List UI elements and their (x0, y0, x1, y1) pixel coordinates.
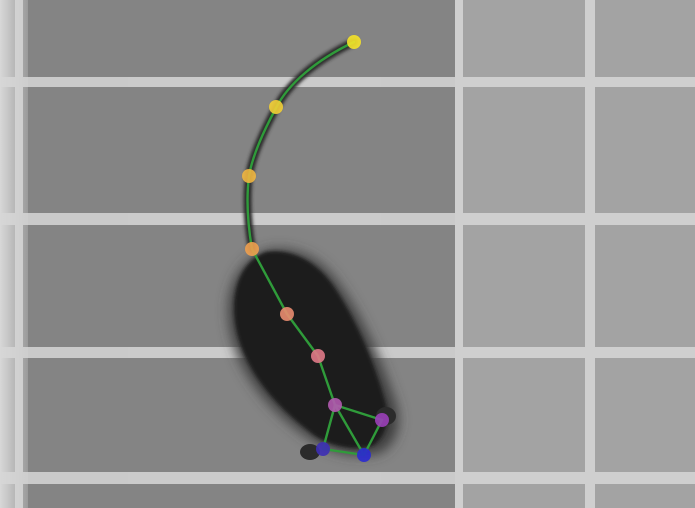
skeleton-edge-spine-2 (285, 312, 320, 358)
skeleton-edge-neck-right (333, 403, 384, 422)
keypoint-nose (357, 448, 371, 462)
skeleton-edge-neck-nose (333, 403, 366, 457)
skeleton-edge-tail (246, 40, 356, 251)
mouse-body (234, 251, 388, 449)
keypoint-tail-2 (242, 169, 256, 183)
skeleton-edge-spine-3 (316, 354, 337, 407)
keypoint-ear-left (316, 442, 330, 456)
keypoint-tail-base (245, 242, 259, 256)
keypoint-neck (328, 398, 342, 412)
keypoint-tail-tip (347, 35, 361, 49)
mouse-ear-left-shape (300, 444, 320, 460)
floor-left-edge (0, 0, 28, 508)
keypoint-ear-right (375, 413, 389, 427)
skeleton-edge-spine-1 (250, 247, 289, 316)
keypoint-spine-low (280, 307, 294, 321)
keypoint-tail-3 (269, 100, 283, 114)
pose-keypoints (242, 35, 389, 462)
floor-right-panel (455, 0, 695, 508)
skeleton-edge-neck-left (321, 403, 337, 451)
keypoint-spine-mid (311, 349, 325, 363)
